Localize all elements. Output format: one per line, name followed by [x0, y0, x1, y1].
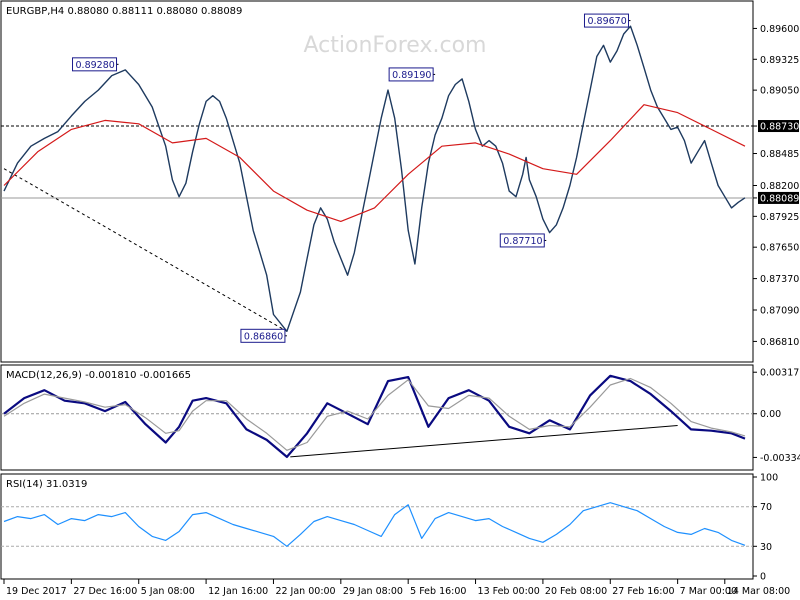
- price-ytick-label-5: 0.88200: [760, 181, 799, 192]
- watermark: ActionForex.com: [304, 33, 487, 58]
- x-axis: 19 Dec 2017 27 Dec 16:00 5 Jan 08:00 12 Jan…: [3, 579, 790, 597]
- x-tick-label-0: 19 Dec 2017: [6, 586, 67, 597]
- macd-panel-frame: [0, 364, 754, 471]
- annotation-box-1: [240, 328, 286, 343]
- price-panel: ActionForex.com EURGBP,H4 0.88080 0.8811…: [0, 0, 799, 363]
- macd-trendline: [290, 424, 678, 458]
- price-ytick-label-4: 0.88485: [760, 149, 799, 160]
- x-tick-label-11: 14 Mar 08:00: [727, 586, 790, 597]
- price-ytick-label-10: 0.87090: [760, 306, 799, 317]
- annotation-label-0: 0.89280: [76, 60, 115, 71]
- annotation-label-2: 0.89190: [392, 70, 431, 81]
- macd-ytick-label-1: 0.00: [760, 409, 781, 420]
- price-panel-frame: [0, 0, 754, 363]
- price-ytick-label-9: 0.87370: [760, 274, 799, 285]
- price-ytick-label-8: 0.87650: [760, 243, 799, 254]
- rsi-panel: RSI(14) 31.0319 100 70 30 0: [0, 473, 778, 583]
- x-tick-label-5: 29 Jan 08:00: [343, 586, 403, 597]
- price-ytick-highlight-3: [758, 120, 799, 133]
- annotation-box-0: [72, 57, 118, 72]
- x-tick-label-3: 12 Jan 16:00: [208, 586, 268, 597]
- price-ytick-label-3: 0.88730: [760, 122, 799, 133]
- x-tick-label-7: 13 Feb 00:00: [478, 586, 540, 597]
- rsi-panel-frame: [0, 473, 754, 580]
- macd-ytick-label-0: 0.003177: [760, 368, 800, 379]
- price-chart-title: EURGBP,H4 0.88080 0.88111 0.88080 0.8808…: [6, 6, 242, 17]
- price-ytick-label-2: 0.89050: [760, 86, 799, 97]
- x-tick-label-8: 20 Feb 08:00: [545, 586, 607, 597]
- macd-panel: MACD(12,26,9) -0.001810 -0.001665 0.0031…: [0, 364, 800, 471]
- rsi-title: RSI(14) 31.0319: [6, 479, 87, 490]
- x-tick-label-2: 5 Jan 08:00: [141, 586, 195, 597]
- price-series-0-line: [3, 25, 746, 332]
- rsi-ytick-label-0: 100: [760, 473, 778, 484]
- price-series-1-line: [3, 104, 746, 222]
- x-tick-label-9: 27 Feb 16:00: [612, 586, 674, 597]
- price-ytick-label-0: 0.89600: [760, 24, 799, 35]
- x-tick-label-6: 5 Feb 16:00: [410, 586, 466, 597]
- price-ytick-label-6: 0.88089: [760, 193, 799, 204]
- annotation-label-4: 0.89670: [587, 16, 626, 27]
- price-ytick-label-7: 0.87925: [760, 212, 799, 223]
- rsi-ytick-label-3: 0: [760, 572, 766, 583]
- macd-series-1-line: [3, 377, 746, 451]
- price-ytick-label-1: 0.89325: [760, 55, 799, 66]
- price-trendline: [3, 168, 288, 332]
- annotation-label-3: 0.87710: [503, 236, 542, 247]
- x-tick-label-10: 7 Mar 00:00: [680, 586, 737, 597]
- macd-ytick-label-2: -0.003344: [760, 453, 800, 464]
- annotation-box-3: [499, 233, 545, 248]
- annotation-box-2: [388, 67, 434, 82]
- x-tick-label-1: 27 Dec 16:00: [73, 586, 137, 597]
- price-ytick-highlight-6: [758, 191, 799, 204]
- price-ytick-label-11: 0.86810: [760, 337, 799, 348]
- macd-title: MACD(12,26,9) -0.001810 -0.001665: [6, 370, 191, 381]
- rsi-series-0-line: [3, 502, 746, 547]
- rsi-ytick-label-1: 70: [760, 502, 772, 513]
- rsi-ytick-label-2: 30: [760, 542, 772, 553]
- annotation-label-1: 0.86860: [244, 331, 283, 342]
- annotation-box-4: [583, 13, 629, 28]
- x-tick-label-4: 22 Jan 00:00: [275, 586, 335, 597]
